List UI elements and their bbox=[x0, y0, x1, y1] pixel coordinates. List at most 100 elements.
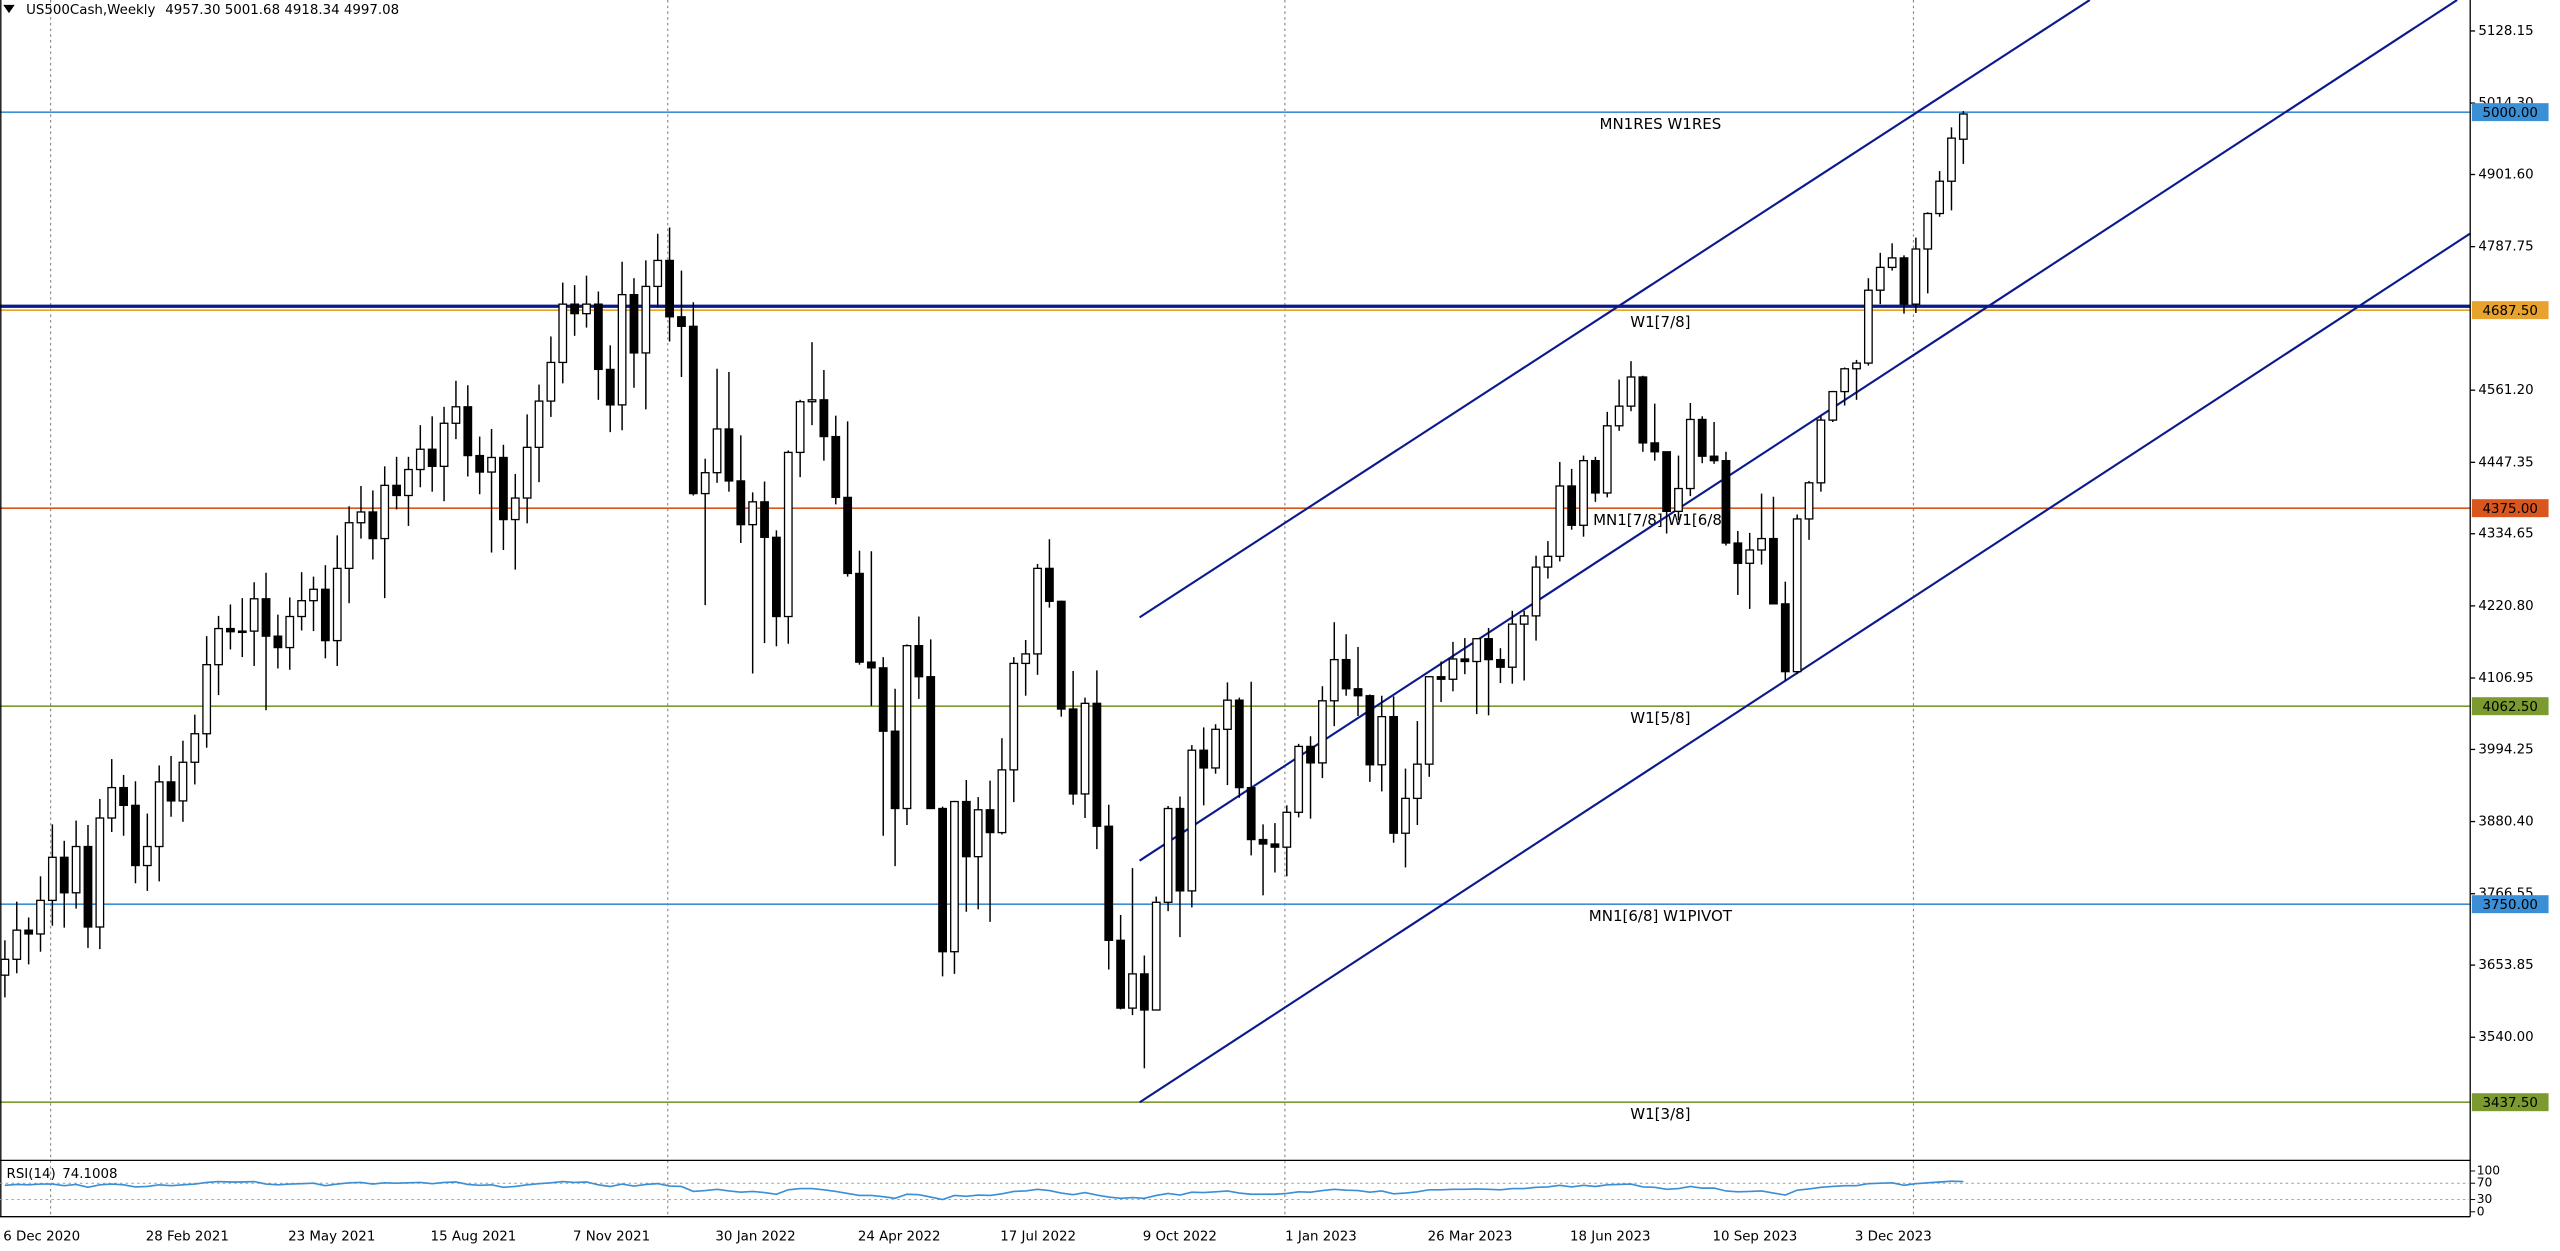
price-tag-label: 3750.00 bbox=[2483, 898, 2538, 913]
candle-body bbox=[320, 588, 330, 642]
candle-body bbox=[1958, 113, 1968, 140]
candle-body bbox=[1282, 811, 1292, 848]
price-tag bbox=[2471, 301, 2549, 320]
candle-body bbox=[1484, 638, 1493, 661]
candle-body bbox=[1899, 257, 1909, 305]
candle-body bbox=[1306, 745, 1315, 764]
channel-middle bbox=[1139, 0, 2458, 862]
level-name: MN1RES W1RES bbox=[1600, 115, 1722, 133]
candle-body bbox=[1092, 702, 1102, 827]
rsi-name: RSI(14) bbox=[7, 1167, 56, 1182]
candle-body bbox=[1199, 749, 1209, 769]
candle-body bbox=[712, 428, 722, 474]
y-tick-label: 4220.80 bbox=[2478, 599, 2533, 614]
candle-body bbox=[12, 929, 22, 960]
candle-body bbox=[1780, 603, 1790, 673]
y-tick-label: 4787.75 bbox=[2478, 240, 2533, 255]
candle-body bbox=[795, 401, 805, 454]
candle-body bbox=[273, 635, 283, 649]
price-tag bbox=[2471, 499, 2549, 518]
candle-body bbox=[1935, 180, 1945, 215]
candle-body bbox=[71, 845, 81, 894]
candle-body bbox=[1792, 518, 1802, 673]
candle-body bbox=[1472, 638, 1482, 663]
price-tag bbox=[2471, 1093, 2549, 1112]
candle-body bbox=[843, 496, 853, 575]
candle-body bbox=[641, 285, 651, 354]
candle-body bbox=[499, 456, 508, 521]
x-tick-label: 10 Sep 2023 bbox=[1712, 1229, 1797, 1244]
channel-lower bbox=[1139, 232, 2471, 1104]
candle-body bbox=[131, 804, 140, 867]
candle-body bbox=[1436, 676, 1446, 680]
candle-body bbox=[332, 567, 342, 642]
price-tag-label: 3437.50 bbox=[2483, 1096, 2538, 1111]
candle-body bbox=[1887, 257, 1897, 269]
candle-body bbox=[1329, 658, 1339, 702]
price-tag-label: 4375.00 bbox=[2483, 502, 2538, 517]
candle-body bbox=[1317, 700, 1327, 764]
candle-body bbox=[261, 598, 271, 637]
price-tag bbox=[2471, 697, 2549, 716]
candle-body bbox=[1175, 807, 1185, 892]
collapse-icon[interactable] bbox=[3, 4, 15, 14]
candle-body bbox=[427, 448, 437, 468]
candle-body bbox=[1662, 451, 1672, 512]
candle-body bbox=[1401, 797, 1410, 834]
candle-body bbox=[1602, 425, 1612, 494]
chart-header: US500Cash,Weekly 4957.30 5001.68 4918.34 … bbox=[26, 3, 399, 18]
candle-body bbox=[1460, 658, 1470, 663]
candles bbox=[0, 111, 1968, 1069]
y-tick-label: 4334.65 bbox=[2478, 527, 2533, 542]
y-tick-label: 3880.40 bbox=[2478, 815, 2533, 830]
candle-body bbox=[1697, 418, 1707, 457]
candle-body bbox=[653, 259, 663, 288]
candle-body bbox=[1769, 537, 1778, 605]
candle-body bbox=[297, 600, 307, 618]
candle-body bbox=[1507, 623, 1517, 668]
x-tick-label: 7 Nov 2021 bbox=[573, 1229, 650, 1244]
candle-body bbox=[558, 303, 568, 364]
candle-body bbox=[202, 664, 212, 735]
candle-body bbox=[1258, 838, 1268, 845]
candle-body bbox=[1579, 459, 1588, 526]
candle-body bbox=[1353, 688, 1363, 697]
candle-body bbox=[783, 451, 793, 618]
candle-body bbox=[1531, 566, 1541, 617]
y-tick-label: 3994.25 bbox=[2478, 742, 2533, 757]
candle-body bbox=[1104, 825, 1114, 941]
candle-body bbox=[902, 645, 912, 810]
candle-body bbox=[1246, 786, 1256, 841]
price-tag-label: 5000.00 bbox=[2483, 106, 2538, 121]
candle-body bbox=[404, 468, 413, 497]
candle-body bbox=[1519, 615, 1529, 625]
candle-body bbox=[119, 786, 129, 806]
candle-body bbox=[1852, 362, 1861, 370]
candle-body bbox=[439, 422, 449, 468]
candle-body bbox=[926, 676, 936, 810]
candle-body bbox=[47, 856, 57, 902]
candle-body bbox=[1911, 248, 1921, 305]
candle-body bbox=[1543, 555, 1553, 568]
candle-body bbox=[214, 627, 223, 666]
candle-body bbox=[831, 435, 841, 499]
candle-body bbox=[677, 316, 686, 327]
x-tick-label: 9 Oct 2022 bbox=[1143, 1229, 1217, 1244]
price-tag-label: 4062.50 bbox=[2483, 700, 2538, 715]
x-tick-label: 17 Jul 2022 bbox=[1000, 1229, 1076, 1244]
candle-body bbox=[392, 484, 401, 497]
candle-body bbox=[855, 572, 864, 663]
candle-body bbox=[1947, 137, 1956, 182]
candle-body bbox=[1614, 405, 1624, 427]
candle-body bbox=[546, 361, 556, 402]
candle-body bbox=[415, 448, 425, 471]
candle-body bbox=[487, 456, 496, 473]
candle-body bbox=[582, 303, 591, 315]
candle-body bbox=[1424, 676, 1434, 765]
candle-body bbox=[142, 845, 152, 867]
candle-body bbox=[285, 615, 295, 649]
x-tick-label: 26 Mar 2023 bbox=[1428, 1229, 1513, 1244]
